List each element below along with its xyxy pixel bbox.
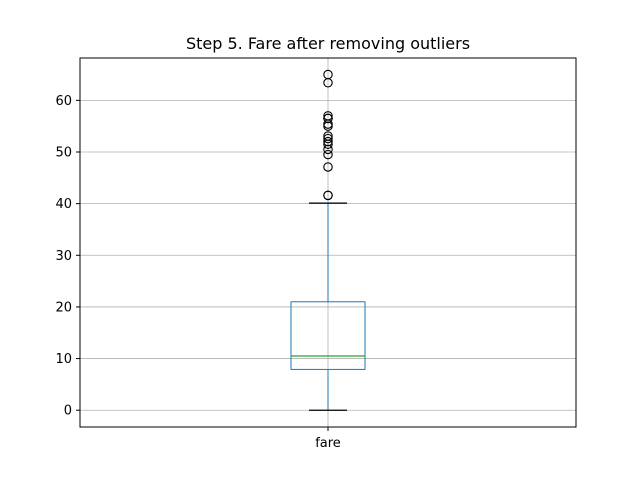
iqr-box: [290, 301, 366, 370]
outlier-point: [323, 190, 333, 201]
outlier-point: [323, 113, 333, 124]
x-tick-label: fare: [315, 436, 341, 451]
chart-title: Step 5. Fare after removing outliers: [186, 34, 470, 53]
plot-marks: [290, 69, 366, 411]
outlier-point: [323, 133, 333, 144]
y-tick-label: 30: [55, 249, 72, 264]
axes: 0 10 20 30 40 50 60 fare: [55, 94, 340, 451]
y-tick-label: 40: [55, 197, 72, 212]
y-tick-label: 10: [55, 352, 72, 367]
outlier-point: [323, 78, 333, 88]
outlier-point: [323, 121, 333, 131]
y-tick-label: 20: [55, 300, 72, 315]
y-tick-label: 50: [55, 145, 72, 160]
y-tick-label: 0: [64, 404, 72, 419]
y-tick-label: 60: [55, 94, 72, 109]
plot-frame: [79, 57, 577, 428]
outlier-point: [323, 139, 333, 149]
outlier-point: [323, 144, 333, 155]
outlier-point: [323, 162, 333, 172]
outlier-point: [323, 149, 333, 160]
outlier-point: [323, 136, 333, 147]
